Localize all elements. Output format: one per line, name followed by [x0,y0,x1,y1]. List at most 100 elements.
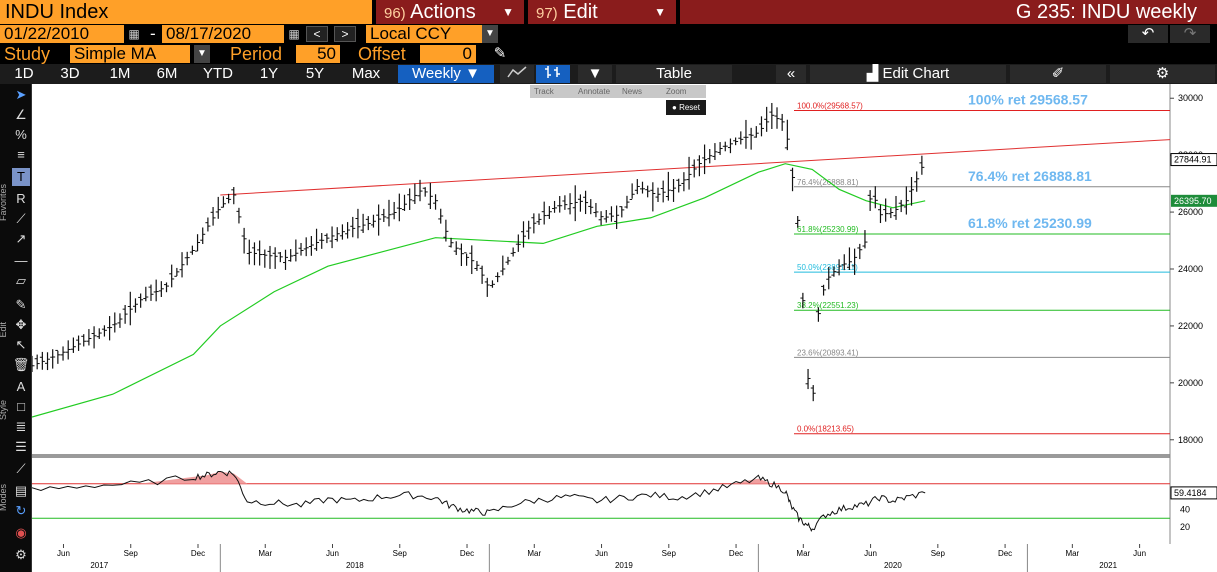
period-label: Period [230,44,283,64]
line-style-icon[interactable]: ☰ [15,439,27,454]
reset-icon: ● [672,103,677,112]
line-chart-button[interactable] [500,65,534,83]
fib-callout: 100% ret 29568.57 [968,92,1088,108]
x-year-label: 2020 [884,561,902,570]
start-date-field[interactable]: 01/22/2010 [0,25,124,43]
ticker-field[interactable]: INDU Index [0,0,372,24]
redo-icon: ↷ [1183,25,1197,42]
timeframe-6m[interactable]: 6M [156,65,178,82]
stack-icon[interactable]: ▤ [14,483,28,498]
timeframe-1y[interactable]: 1Y [259,65,279,82]
pencil-ruler-icon: ✐ [1051,65,1065,82]
edit-menu-button[interactable]: 97) Edit ▼ [528,0,676,24]
x-month-label: Mar [796,549,810,558]
prev-period-button[interactable]: < [306,26,328,42]
table-button[interactable]: Table [616,65,732,83]
draw-line-icon[interactable]: ⟋ [16,211,26,226]
x-month-label: Mar [527,549,541,558]
offset-label: Offset [358,44,406,64]
x-month-label: Sep [662,549,677,558]
arrow-line-icon[interactable]: ↗ [15,231,27,246]
bar-chart-button[interactable] [536,65,570,83]
caret-down-icon: ▼ [465,65,480,82]
chart-title: G 235: INDU weekly [680,0,1217,24]
double-chevron-left-icon: « [786,65,796,82]
annotate-edit-button[interactable]: ✐ [1010,65,1106,83]
period-field[interactable]: 50 [296,45,340,63]
horizontal-line-icon[interactable]: — [14,253,28,268]
x-year-label: 2017 [90,561,108,570]
fib-tool-icon[interactable]: ≡ [17,147,25,162]
fib-callout: 61.8% ret 25230.99 [968,215,1092,231]
move-icon[interactable]: ✥ [15,317,27,332]
price-chart[interactable]: 18000200002200024000260002800030000100.0… [32,84,1217,572]
chart-type-dropdown[interactable]: ▼ [578,65,612,83]
y-tick-label: 26000 [1178,207,1203,217]
timeframe-5y[interactable]: 5Y [305,65,325,82]
last-price-badge [1170,153,1217,167]
font-style-icon[interactable]: A [16,379,26,394]
pencil-icon[interactable]: ✎ [493,45,507,62]
x-month-label: Mar [258,549,272,558]
periodicity-select[interactable]: Weekly ▼ [398,65,494,83]
calendar-icon[interactable]: ▦ [128,27,140,41]
study-select[interactable]: Simple MA [70,45,190,63]
reset-zoom-button[interactable]: ● Reset [666,100,706,115]
timeframe-max[interactable]: Max [351,65,381,82]
color-palette-icon[interactable]: ◉ [15,525,27,540]
gear-icon[interactable]: ⚙ [15,547,27,562]
overlay-zoom-button[interactable]: Zoom [666,87,687,96]
text-tool-icon[interactable]: T [12,168,30,186]
overlay-news-button[interactable]: News [622,87,643,96]
settings-button[interactable]: ⚙ [1110,65,1215,83]
redo-button[interactable]: ↷ [1170,25,1210,43]
select-cursor-icon[interactable]: ↖ [15,337,27,352]
left-toolbar: ➤ ∠ % ≡ T R ⟋ ↗ — ▱ ✎ ✥ ↖ 🗑 A □ ≣ ☰ ⟋ ▤ … [0,84,32,572]
fib-callout: 76.4% ret 26888.81 [968,168,1092,184]
compare-icon[interactable]: ⟋ [16,461,26,476]
fib-level-label: 0.0%(18213.65) [797,425,854,434]
last-ma-badge [1171,194,1217,207]
undo-button[interactable]: ↶ [1128,25,1168,43]
overlay-annotate-button[interactable]: Annotate [578,87,611,96]
next-period-button[interactable]: > [334,26,356,42]
x-year-label: 2018 [346,561,364,570]
percent-tool-icon[interactable]: % [15,127,27,142]
style-label: Style [0,400,8,421]
refresh-icon[interactable]: ↻ [15,503,27,518]
actions-menu-button[interactable]: 96) Actions ▼ [376,0,524,24]
collapse-button[interactable]: « [776,65,806,83]
line-tool-icon[interactable]: ∠ [15,107,27,122]
pen-icon[interactable]: ✎ [15,297,27,312]
reset-label: Reset [679,103,700,112]
channel-tool-icon[interactable]: ▱ [16,273,26,288]
cursor-icon[interactable]: ➤ [15,87,27,102]
ray-tool-icon[interactable]: R [16,191,26,206]
calendar-icon[interactable]: ▦ [288,27,300,41]
timeframe-3d[interactable]: 3D [60,65,80,82]
chevron-left-icon: < [313,27,321,41]
end-date-field[interactable]: 08/17/2020 [162,25,284,43]
color-box-icon[interactable]: □ [17,399,25,414]
trash-icon[interactable]: 🗑 [12,357,30,372]
currency-select[interactable]: Local CCY [366,25,482,43]
last-price-label: 27844.91 [1174,155,1212,165]
edit-chart-button[interactable]: ▟ Edit Chart [810,65,1006,83]
y-tick-label: 22000 [1178,321,1203,331]
caret-down-icon[interactable]: ▼ [194,45,210,63]
resistance-trendline [220,139,1171,196]
timeframe-1d[interactable]: 1D [14,65,34,82]
fib-level-label: 100.0%(29568.57) [797,102,863,111]
offset-field[interactable]: 0 [420,45,476,63]
chevron-right-icon: > [341,27,349,41]
rsi-overbought-fill [32,471,926,484]
caret-down-icon[interactable]: ▼ [482,25,498,43]
timeframe-1m[interactable]: 1M [109,65,131,82]
actions-menu-label: Actions [410,1,476,23]
y-tick-label: 18000 [1178,435,1203,445]
timeframe-ytd[interactable]: YTD [203,65,233,82]
x-month-label: Jun [595,549,608,558]
actions-menu-number: 96) [384,5,406,22]
overlay-track-button[interactable]: Track [534,87,554,96]
line-weight-icon[interactable]: ≣ [15,419,27,434]
